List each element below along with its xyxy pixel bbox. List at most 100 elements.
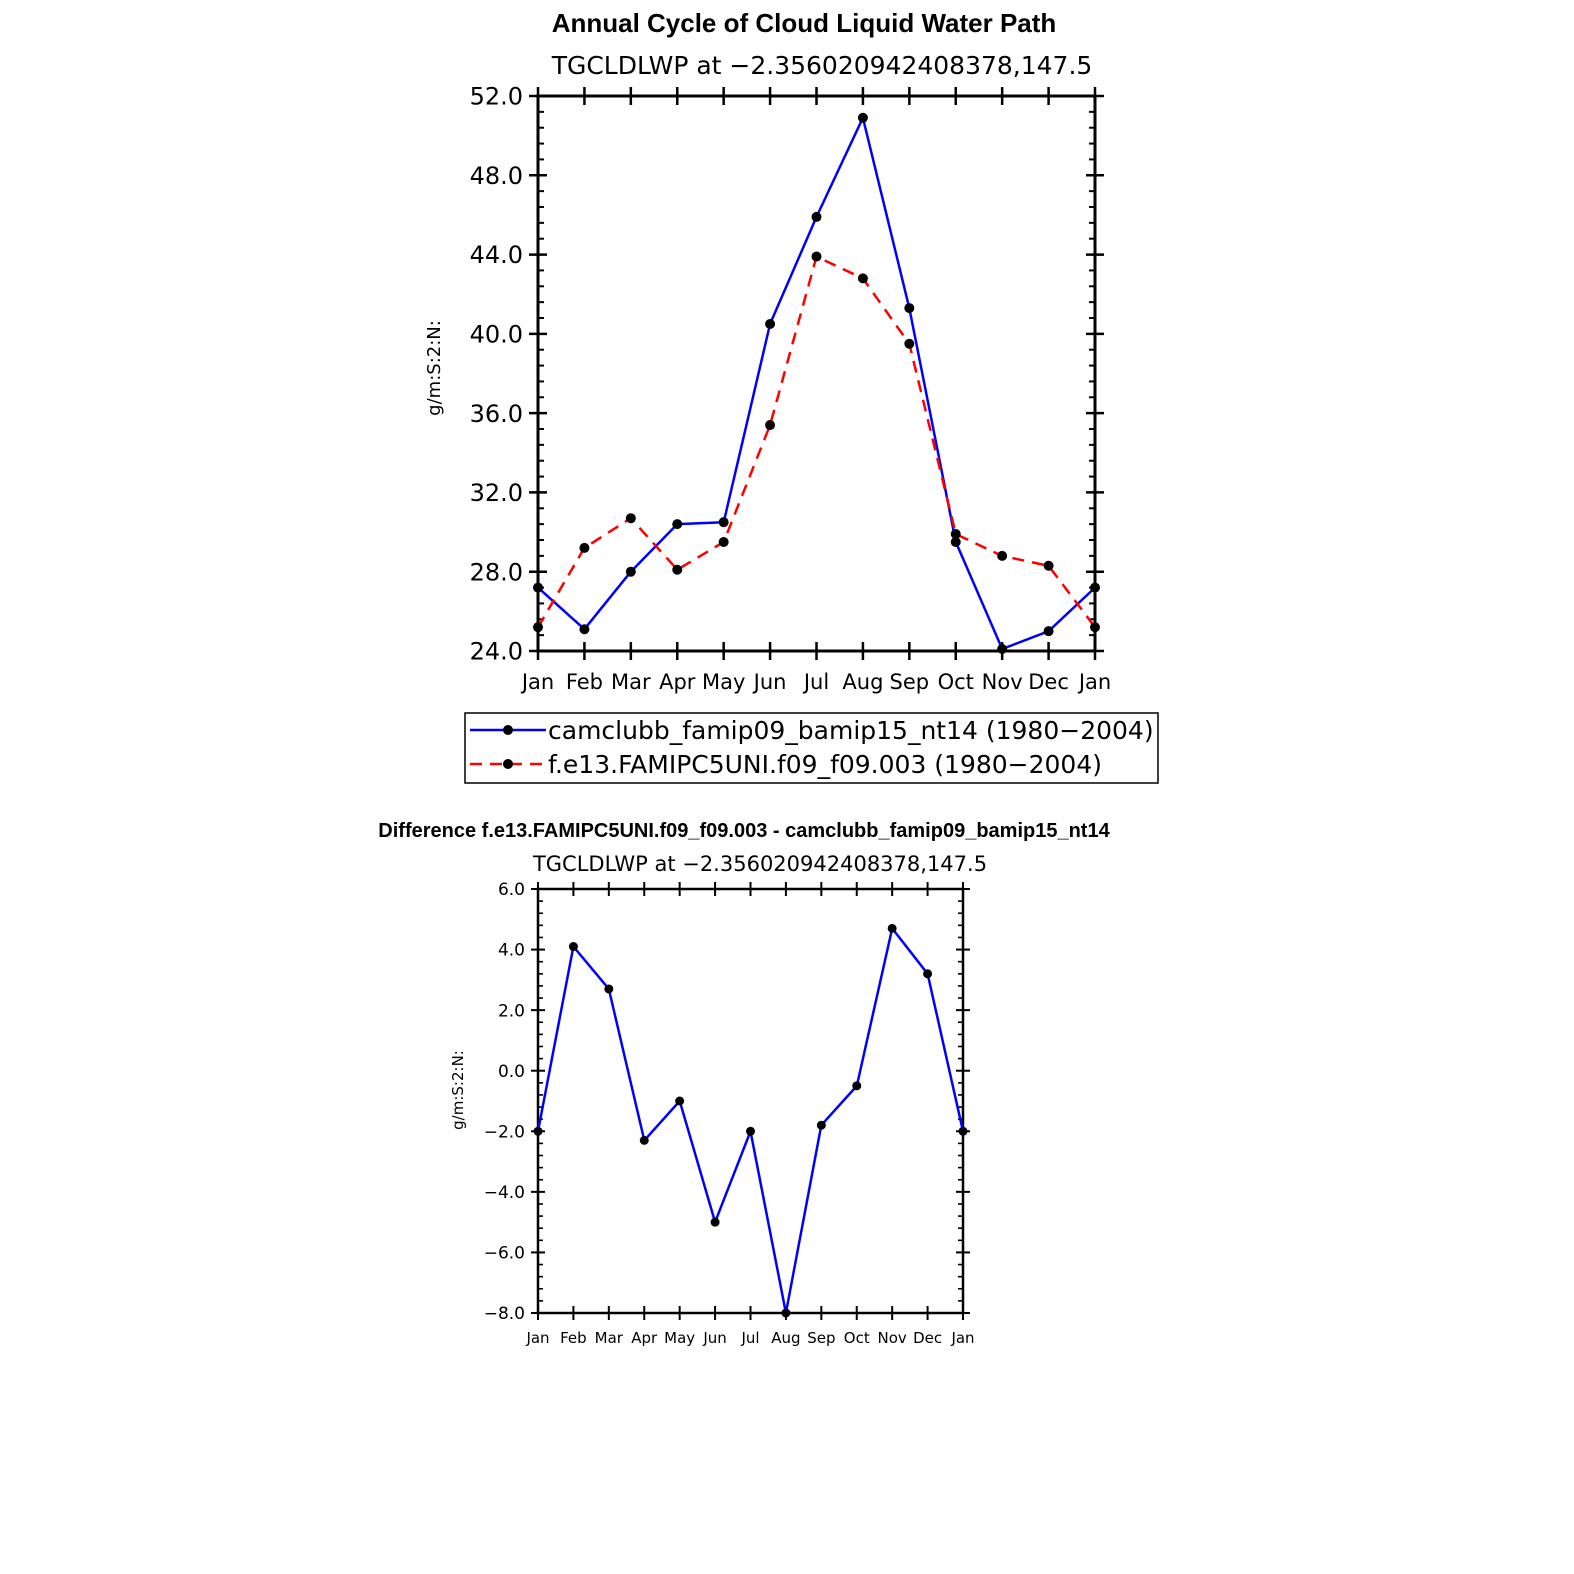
series-2-point — [1090, 622, 1100, 633]
series-line-1 — [537, 116, 1096, 651]
difference-y-axis-label: g/m:S:2:N: — [449, 1050, 467, 1130]
y-tick-label: −8.0 — [484, 1304, 525, 1324]
series-2-point — [904, 338, 915, 349]
x-tick-label: Mar — [595, 1329, 624, 1347]
series-2-point — [625, 513, 636, 524]
legend-marker-series-2 — [503, 759, 513, 769]
series-1-point — [857, 112, 868, 123]
x-tick-label: Jan — [525, 1329, 549, 1347]
series-1-point — [579, 624, 590, 635]
series-line-1 — [536, 927, 965, 1315]
difference-chart-subtitle: TGCLDLWP at −2.356020942408378,147.5 — [532, 852, 987, 876]
x-tick-label: Jul — [802, 670, 829, 694]
x-tick-label: Jun — [702, 1329, 726, 1347]
series-1-point — [950, 536, 961, 547]
series-1-point — [958, 1126, 968, 1136]
series-1-point — [533, 582, 543, 593]
x-tick-label: Dec — [1028, 670, 1069, 694]
y-tick-label: 0.0 — [498, 1062, 525, 1082]
series-1-point — [904, 303, 915, 314]
series-1-point — [639, 1135, 649, 1145]
series-1-point — [765, 318, 776, 329]
series-1-point — [923, 969, 933, 979]
series-1-point — [1090, 582, 1100, 593]
series-2-point — [997, 550, 1008, 561]
y-tick-label: 2.0 — [498, 1001, 525, 1021]
y-axis-label: g/m:S:2:N: — [424, 320, 445, 416]
x-tick-label: Feb — [560, 1329, 587, 1347]
legend-marker-series-1 — [503, 725, 513, 735]
series-1-point — [781, 1308, 791, 1318]
series-1-point — [533, 1126, 543, 1136]
series-2-point — [579, 542, 590, 553]
series-1-point — [718, 517, 729, 528]
x-tick-label: Aug — [771, 1329, 800, 1347]
series-1-point — [568, 942, 578, 952]
series-line-2 — [536, 255, 1096, 628]
series-1-point — [887, 923, 897, 933]
x-tick-label: Feb — [566, 670, 603, 694]
plot-frame — [536, 94, 1097, 653]
y-tick-label: 24.0 — [470, 638, 523, 666]
series-1-point — [997, 644, 1008, 655]
y-tick-label: −2.0 — [484, 1122, 525, 1142]
x-tick-label: Nov — [878, 1329, 907, 1347]
series-2-point — [765, 420, 776, 431]
series-2-point — [718, 536, 729, 547]
y-tick-label: 44.0 — [470, 241, 523, 269]
y-tick-label: 4.0 — [498, 941, 525, 961]
x-tick-label: Sep — [890, 670, 930, 694]
y-tick-label: 36.0 — [470, 400, 523, 428]
y-tick-label: 48.0 — [470, 162, 523, 190]
series-2-point — [857, 273, 868, 284]
x-tick-label: Sep — [807, 1329, 835, 1347]
chart-title: Annual Cycle of Cloud Liquid Water Path — [552, 8, 1057, 38]
series-1-point — [811, 211, 822, 222]
series-1-point — [625, 566, 636, 577]
y-tick-label: 28.0 — [470, 558, 523, 586]
x-tick-label: Nov — [982, 670, 1023, 694]
x-tick-label: Apr — [631, 1329, 658, 1347]
legend-box — [464, 712, 1159, 784]
y-tick-label: 52.0 — [470, 83, 523, 111]
legend: camclubb_famip09_bamip15_nt14 (1980−2004… — [464, 712, 1159, 784]
y-tick-label: −6.0 — [484, 1244, 525, 1264]
x-tick-label: Oct — [938, 670, 974, 694]
difference-chart: −8.0 −6.0 −4.0 −2.0 0.0 2.0 4.0 6.0 Jan Feb Mar Apr… — [484, 880, 975, 1347]
y-tick-label: 32.0 — [470, 479, 523, 507]
x-tick-label: Oct — [844, 1329, 870, 1347]
x-tick-label: Apr — [659, 670, 696, 694]
series-1-point — [710, 1217, 720, 1227]
x-tick-label: May — [702, 670, 745, 694]
series-2-point — [533, 622, 543, 633]
x-tick-label: Jun — [752, 670, 787, 694]
x-tick-label: Jan — [1077, 670, 1111, 694]
series-2-point — [1043, 560, 1054, 571]
series-1-point — [675, 1096, 685, 1106]
series-1-point — [604, 984, 614, 994]
plot-frame — [536, 887, 965, 1315]
series-1-point — [1043, 626, 1054, 637]
x-tick-label: May — [664, 1329, 695, 1347]
series-1-point — [852, 1081, 862, 1091]
series-1-point — [672, 519, 683, 530]
series-1-point — [746, 1126, 755, 1136]
top-chart: 24.0 28.0 32.0 36.0 40.0 44.0 48.0 52.0 Jan Feb Ma… — [470, 83, 1112, 694]
chart-subtitle: TGCLDLWP at −2.356020942408378,147.5 — [551, 51, 1093, 80]
x-tick-label: Jul — [740, 1329, 759, 1347]
y-tick-label: 6.0 — [498, 880, 525, 900]
series-2-point — [950, 529, 961, 540]
x-tick-label: Mar — [611, 670, 651, 694]
x-tick-label: Dec — [913, 1329, 942, 1347]
difference-chart-title: Difference f.e13.FAMIPC5UNI.f09_f09.003 … — [378, 820, 1110, 842]
series-2-point — [672, 564, 683, 575]
x-tick-label: Jan — [950, 1329, 974, 1347]
legend-label-series-2: f.e13.FAMIPC5UNI.f09_f09.003 (1980−2004) — [548, 750, 1102, 779]
y-tick-label: 40.0 — [470, 320, 523, 348]
x-tick-label: Aug — [842, 670, 883, 694]
x-tick-label: Jan — [520, 670, 554, 694]
series-2-point — [811, 251, 822, 262]
series-1-point — [816, 1120, 826, 1130]
legend-label-series-1: camclubb_famip09_bamip15_nt14 (1980−2004… — [548, 716, 1154, 745]
